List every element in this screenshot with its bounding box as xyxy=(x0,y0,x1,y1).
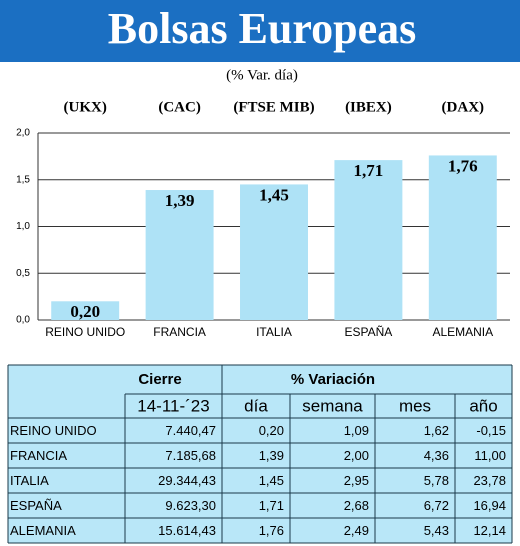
cell: 5,78 xyxy=(424,473,449,488)
cell: 1,39 xyxy=(259,448,284,463)
cell: 2,95 xyxy=(344,473,369,488)
index-code: (IBEX) xyxy=(345,99,392,115)
cell: 2,68 xyxy=(344,498,369,513)
data-label: 0,20 xyxy=(70,302,100,321)
data-label: 1,76 xyxy=(448,156,478,175)
cell: 9.623,30 xyxy=(165,498,216,513)
column-header: día xyxy=(244,396,268,415)
x-tick-label: REINO UNIDO xyxy=(45,325,125,339)
column-header: 14-11-´23 xyxy=(137,396,209,415)
cell: 1,09 xyxy=(344,423,369,438)
row-label: ALEMANIA xyxy=(10,523,76,538)
row-label: ESPAÑA xyxy=(10,498,62,513)
cell: 29.344,43 xyxy=(158,473,216,488)
y-tick-label: 1,5 xyxy=(16,174,30,185)
row-label: REINO UNIDO xyxy=(10,423,97,438)
y-tick-label: 2,0 xyxy=(16,128,30,139)
cell: -0,15 xyxy=(476,423,506,438)
group-header: % Variación xyxy=(291,371,375,388)
row-label: FRANCIA xyxy=(10,448,67,463)
chart-subtitle: (% Var. día) xyxy=(226,67,298,83)
bar xyxy=(334,160,403,320)
cell: 7.440,47 xyxy=(165,423,216,438)
index-code: (UKX) xyxy=(64,99,107,115)
cell: 16,94 xyxy=(473,498,506,513)
x-tick-label: FRANCIA xyxy=(153,325,206,339)
data-label: 1,45 xyxy=(259,185,289,204)
x-tick-label: ITALIA xyxy=(256,325,292,339)
cell: 1,62 xyxy=(424,423,449,438)
cell: 2,00 xyxy=(344,448,369,463)
y-tick-label: 0,0 xyxy=(16,315,30,326)
cell: 0,20 xyxy=(259,423,284,438)
cell: 11,00 xyxy=(474,448,506,463)
column-header: año xyxy=(469,396,497,415)
bar xyxy=(51,301,120,320)
cell: 5,43 xyxy=(424,523,449,538)
y-tick-label: 1,0 xyxy=(16,221,30,232)
y-tick-label: 0,5 xyxy=(16,268,30,279)
cell: 7.185,68 xyxy=(165,448,216,463)
cell: 2,49 xyxy=(344,523,369,538)
row-label: ITALIA xyxy=(10,473,49,488)
x-tick-label: ALEMANIA xyxy=(432,325,493,339)
chart-title: Bolsas Europeas xyxy=(108,4,417,53)
cell: 1,76 xyxy=(259,523,284,538)
cell: 4,36 xyxy=(424,448,449,463)
bar xyxy=(428,155,497,320)
group-header: Cierre xyxy=(138,371,181,388)
x-tick-label: ESPAÑA xyxy=(345,325,393,339)
cell: 6,72 xyxy=(424,498,449,513)
index-code: (DAX) xyxy=(442,99,485,115)
column-header: semana xyxy=(302,396,363,415)
bar xyxy=(240,184,308,320)
cell: 1,71 xyxy=(259,498,284,513)
table-bg xyxy=(8,365,512,543)
title-banner xyxy=(0,0,520,62)
data-label: 1,39 xyxy=(165,191,195,210)
index-code: (FTSE MIB) xyxy=(233,99,314,115)
bar xyxy=(145,190,214,320)
cell: 1,45 xyxy=(259,473,284,488)
cell: 15.614,43 xyxy=(158,523,216,538)
column-header: mes xyxy=(399,396,431,415)
index-code: (CAC) xyxy=(158,99,201,115)
cell: 12,14 xyxy=(473,523,506,538)
cell: 23,78 xyxy=(473,473,506,488)
data-label: 1,71 xyxy=(354,161,384,180)
